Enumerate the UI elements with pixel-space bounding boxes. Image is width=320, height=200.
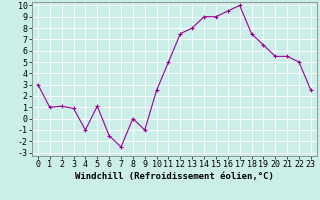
X-axis label: Windchill (Refroidissement éolien,°C): Windchill (Refroidissement éolien,°C): [75, 172, 274, 181]
